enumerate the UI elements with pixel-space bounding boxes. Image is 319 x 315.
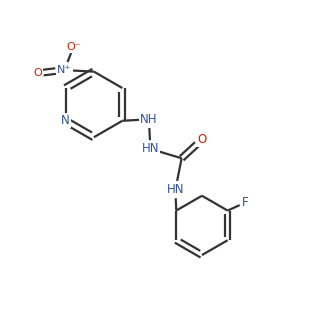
Text: HN: HN: [142, 142, 159, 155]
Text: N⁺: N⁺: [57, 65, 71, 75]
Text: O: O: [33, 68, 42, 78]
Text: O: O: [197, 133, 207, 146]
Text: NH: NH: [140, 113, 158, 126]
Text: HN: HN: [167, 183, 184, 196]
Text: N: N: [61, 114, 70, 127]
Text: O⁻: O⁻: [66, 42, 81, 52]
Text: F: F: [241, 196, 248, 209]
